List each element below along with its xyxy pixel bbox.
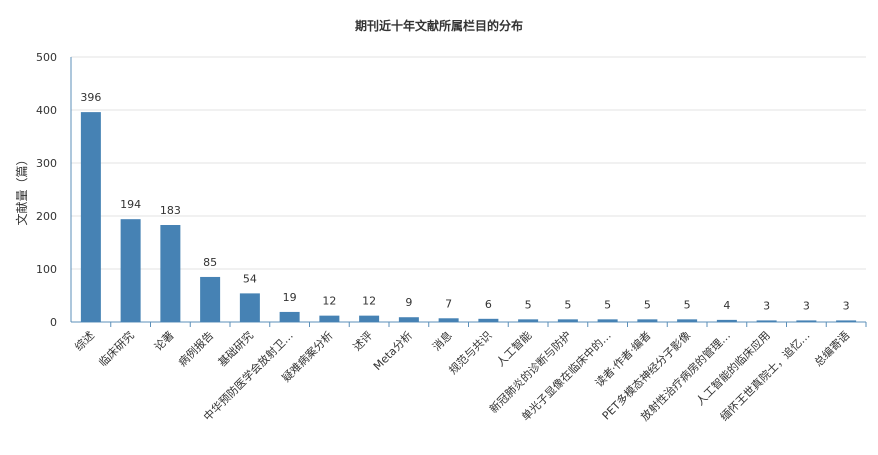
data-label-15: 5 xyxy=(684,298,691,311)
bar-17[interactable] xyxy=(756,320,777,322)
bar-12[interactable] xyxy=(557,319,578,322)
x-tick-label-4: 基础研究 xyxy=(215,328,256,369)
x-tick-label-10: 规范与共识 xyxy=(446,328,495,377)
data-label-6: 12 xyxy=(322,295,336,308)
data-label-12: 5 xyxy=(564,298,571,311)
bar-13[interactable] xyxy=(597,319,618,322)
bar-4[interactable] xyxy=(239,293,260,322)
x-tick-label-19: 总编寄语 xyxy=(811,328,852,369)
bar-3[interactable] xyxy=(200,276,221,322)
bar-0[interactable] xyxy=(80,112,101,323)
x-tick-label-11: 人工智能 xyxy=(493,328,534,369)
chart-title: 期刊近十年文献所属栏目的分布 xyxy=(354,19,523,33)
bar-6[interactable] xyxy=(319,315,340,322)
data-label-5: 19 xyxy=(283,291,297,304)
data-label-14: 5 xyxy=(644,298,651,311)
x-tick-label-7: 述评 xyxy=(350,329,375,354)
y-tick-label: 500 xyxy=(36,51,57,64)
bar-11[interactable] xyxy=(518,319,539,322)
data-label-1: 194 xyxy=(120,198,141,211)
data-label-3: 85 xyxy=(203,256,217,269)
y-tick-label: 200 xyxy=(36,210,57,223)
bar-1[interactable] xyxy=(120,219,141,322)
bar-8[interactable] xyxy=(398,317,419,322)
data-label-11: 5 xyxy=(525,298,532,311)
x-tick-label-2: 论著 xyxy=(151,328,176,353)
data-label-7: 12 xyxy=(362,295,376,308)
bar-9[interactable] xyxy=(438,318,459,322)
data-label-13: 5 xyxy=(604,298,611,311)
data-label-2: 183 xyxy=(160,204,181,217)
y-tick-label: 100 xyxy=(36,263,57,276)
bar-15[interactable] xyxy=(677,319,698,322)
x-tick-label-3: 病例报告 xyxy=(175,328,216,369)
data-label-17: 3 xyxy=(763,299,770,312)
data-label-19: 3 xyxy=(843,299,850,312)
x-tick-label-9: 消息 xyxy=(429,328,454,353)
bar-16[interactable] xyxy=(716,319,737,322)
x-tick-label-1: 临床研究 xyxy=(96,328,137,369)
y-tick-label: 400 xyxy=(36,104,57,117)
x-tick-label-8: Meta分析 xyxy=(370,328,415,373)
bar-2[interactable] xyxy=(160,225,181,322)
y-axis-title: 文献量（篇） xyxy=(14,153,29,225)
bar-10[interactable] xyxy=(478,318,499,322)
data-label-18: 3 xyxy=(803,299,810,312)
x-tick-label-17: 人工智能的临床应用 xyxy=(693,328,773,408)
data-label-9: 7 xyxy=(445,297,452,310)
y-tick-label: 0 xyxy=(50,316,57,329)
data-label-0: 396 xyxy=(80,91,101,104)
data-label-10: 6 xyxy=(485,298,492,311)
bar-18[interactable] xyxy=(796,320,817,322)
data-label-4: 54 xyxy=(243,272,257,285)
bar-7[interactable] xyxy=(359,315,380,322)
y-tick-label: 300 xyxy=(36,157,57,170)
x-tick-label-0: 综述 xyxy=(72,328,97,353)
data-label-8: 9 xyxy=(405,296,412,309)
bar-5[interactable] xyxy=(279,311,300,322)
bar-14[interactable] xyxy=(637,319,658,322)
bar-19[interactable] xyxy=(836,320,857,322)
data-label-16: 4 xyxy=(723,299,730,312)
